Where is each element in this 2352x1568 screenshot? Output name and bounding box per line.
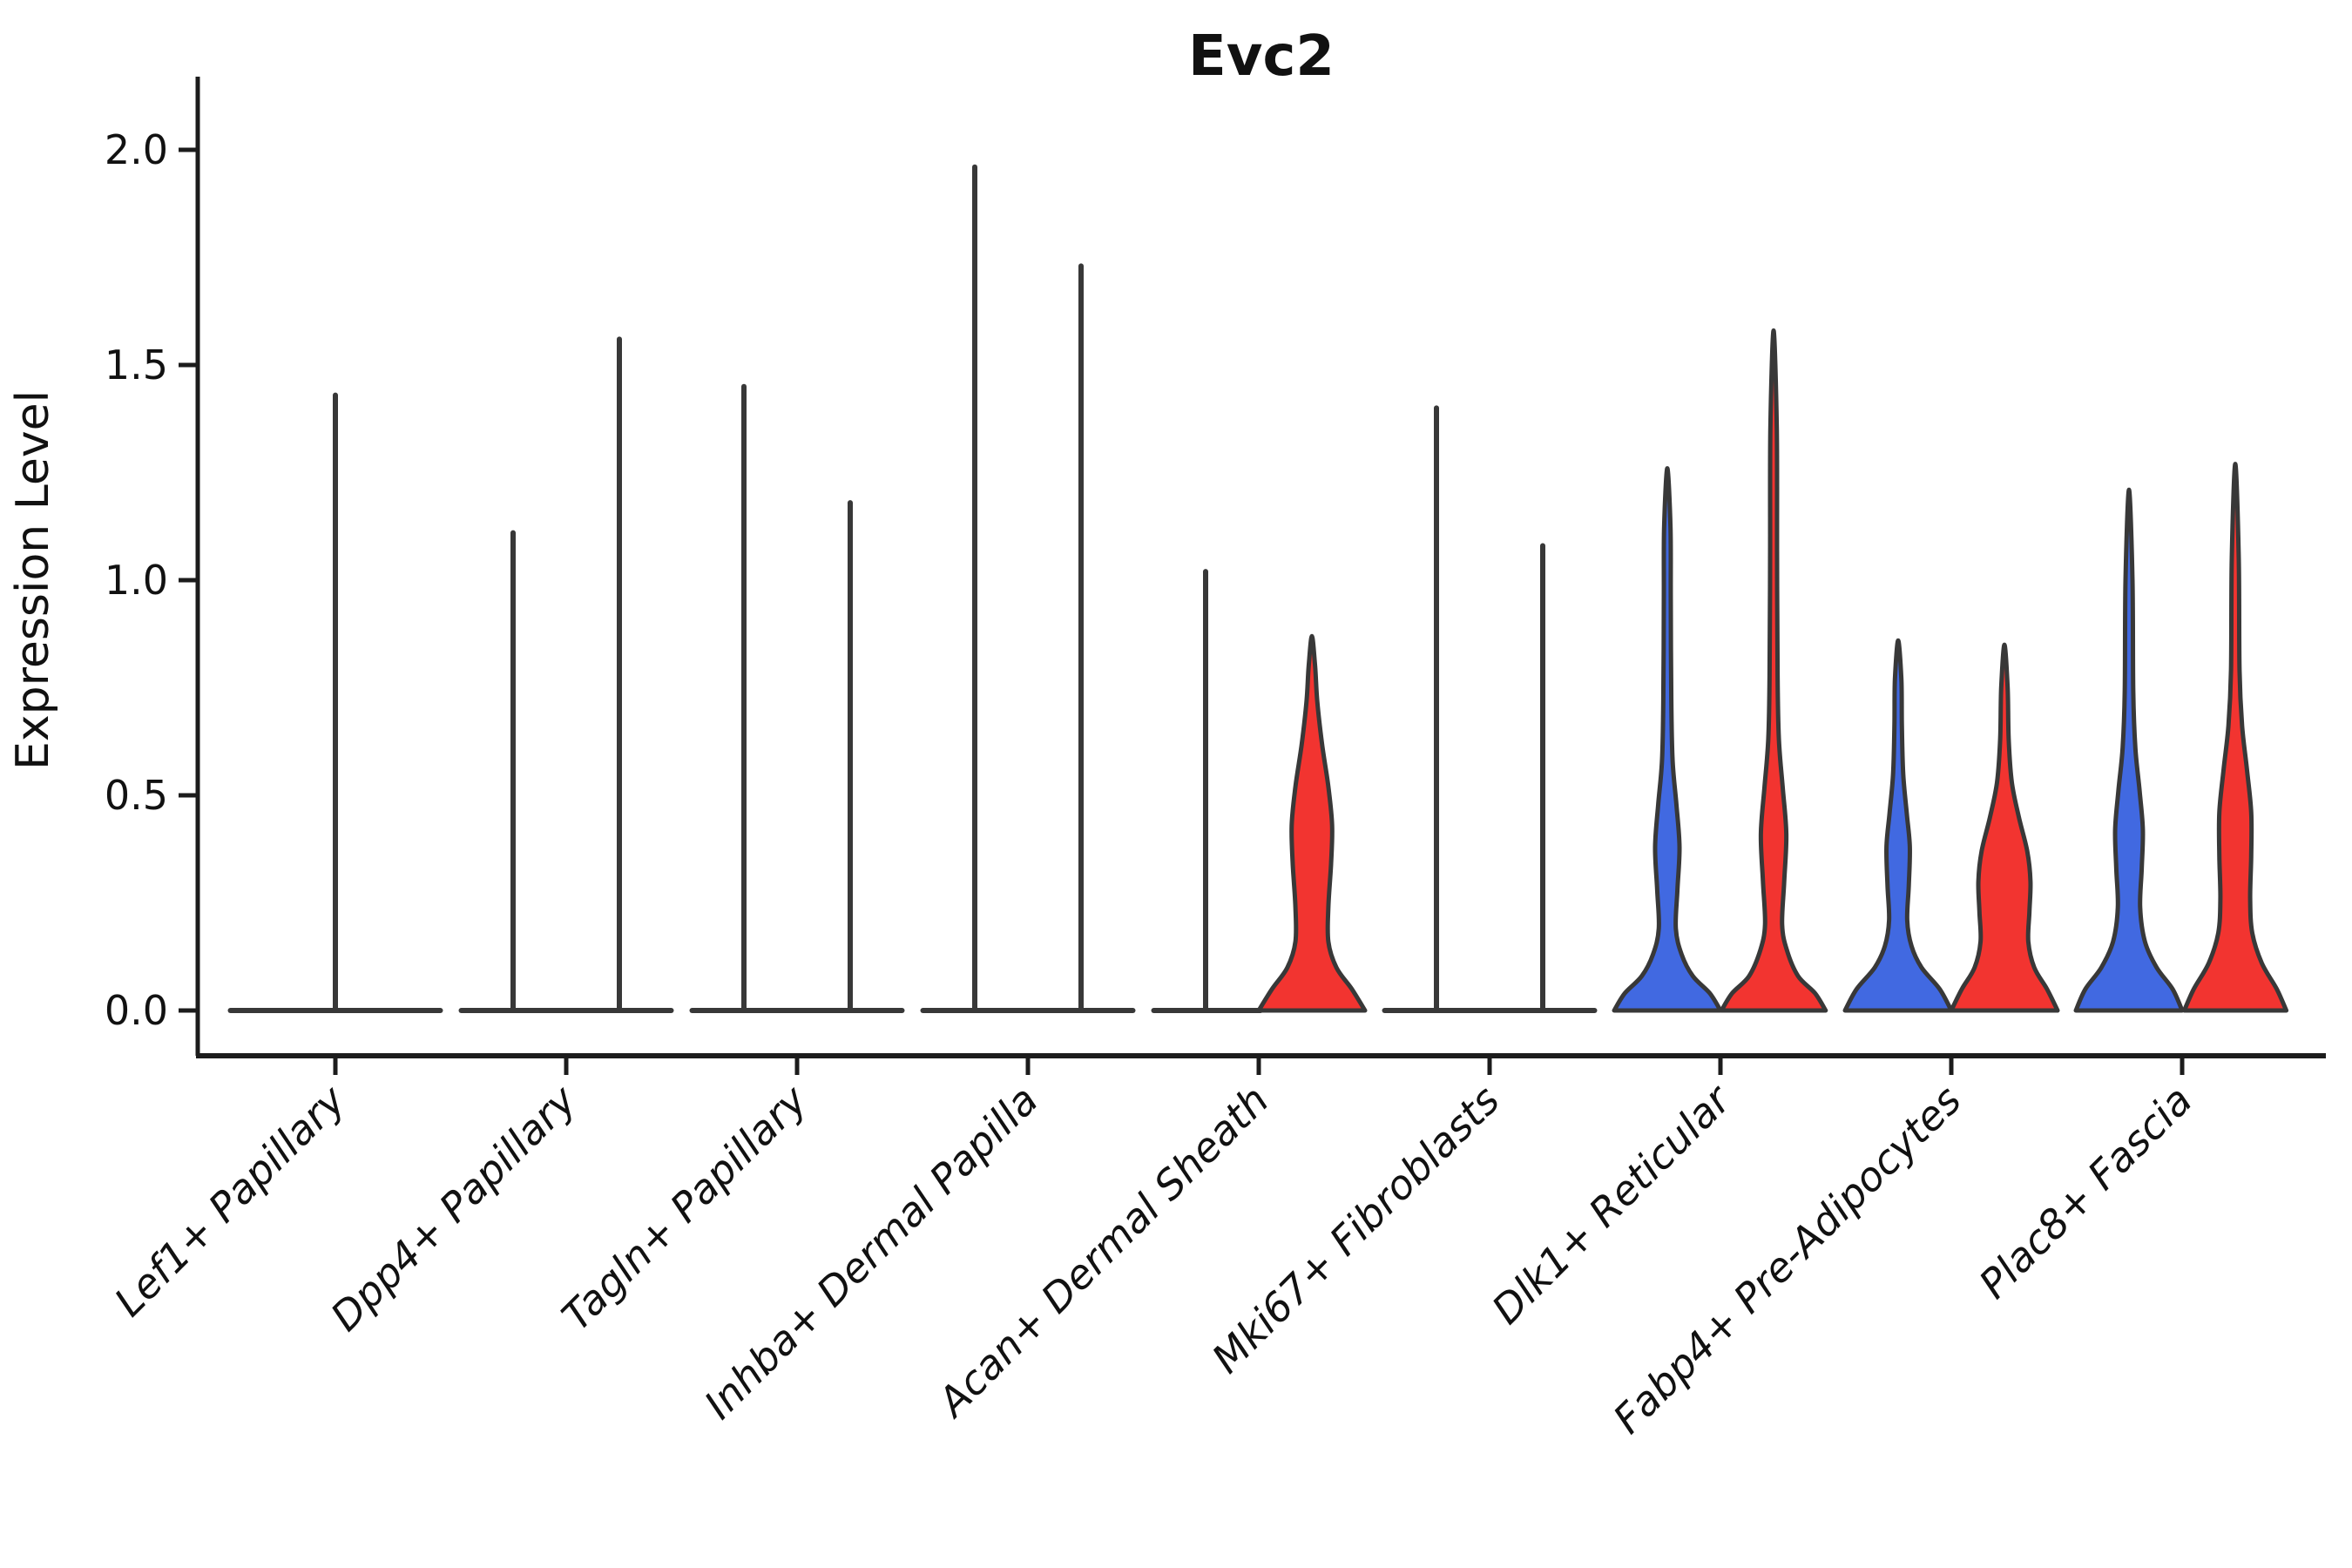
violin-body <box>1256 633 1368 1013</box>
y-tick-label: 1.5 <box>105 341 168 389</box>
x-tick-label: Tagln+ Papillary <box>552 1076 816 1340</box>
violin-body <box>2181 462 2289 1013</box>
y-tick-label: 1.0 <box>105 557 168 604</box>
violin-body <box>1719 328 1828 1013</box>
y-tick-label: 2.0 <box>105 126 168 173</box>
y-axis-label: Expression Level <box>7 390 59 770</box>
y-tick-label: 0.5 <box>105 772 168 819</box>
violin-body <box>2073 487 2185 1013</box>
x-tick-label: Dlk1+ Reticular <box>1483 1074 1741 1333</box>
chart-title: Evc2 <box>1188 24 1335 89</box>
x-tick-label: Dpp4+ Papillary <box>321 1076 585 1340</box>
violin-body <box>1612 466 1723 1013</box>
y-tick-label: 0.0 <box>105 987 168 1034</box>
violins-layer <box>227 164 2289 1013</box>
x-tick-label: Plac8+ Fascia <box>1970 1077 2200 1308</box>
violin-body <box>1842 638 1954 1013</box>
violin-body <box>1949 642 2060 1013</box>
x-tick-label: Lef1+ Papillary <box>105 1076 355 1325</box>
